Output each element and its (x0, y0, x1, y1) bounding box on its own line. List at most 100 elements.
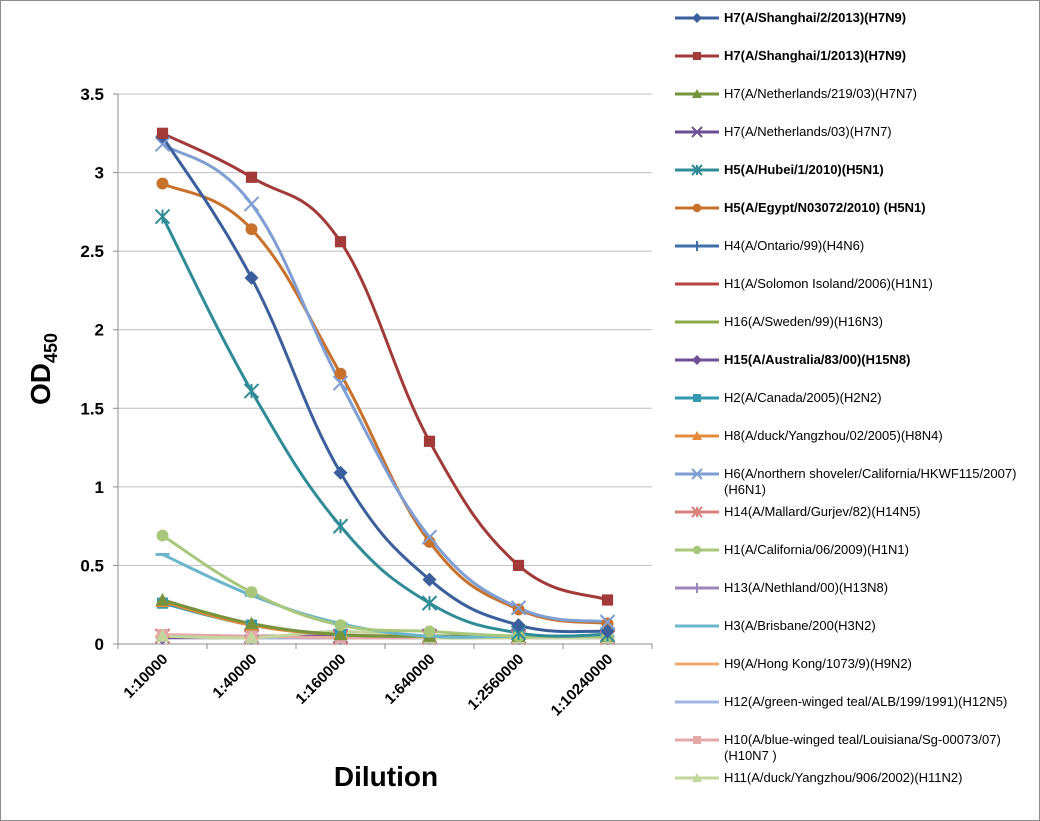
data-point (334, 619, 347, 632)
legend-swatch (675, 506, 719, 518)
data-point (334, 367, 347, 380)
legend-swatch (675, 394, 719, 402)
data-point (692, 241, 702, 251)
x-tick-label: 1:2560000 (465, 651, 528, 714)
gridlines (118, 93, 652, 566)
legend-swatch (675, 13, 719, 23)
data-point (510, 600, 527, 616)
data-point (245, 586, 258, 599)
legend-label: H1(A/Solomon Isoland/2006)(H1N1) (724, 276, 933, 291)
legend-label: H7(A/Netherlands/219/03)(H7N7) (724, 86, 917, 101)
data-point (156, 127, 169, 139)
data-point (243, 196, 260, 212)
data-point (511, 618, 526, 633)
legend-swatch (675, 241, 719, 251)
y-tick-label: 0 (95, 635, 104, 654)
legend-label: H7(A/Shanghai/1/2013)(H7N9) (724, 48, 907, 63)
data-point (693, 394, 701, 402)
data-point (600, 624, 615, 639)
legend-swatch (675, 126, 719, 138)
data-point (421, 595, 438, 611)
legend-label: H15(A/Australia/83/00)(H15N8) (724, 352, 911, 367)
legend-swatch (675, 431, 719, 440)
legend-label: H13(A/Nethland/00)(H13N8) (724, 580, 889, 595)
data-point (334, 236, 347, 248)
data-point (691, 164, 703, 176)
legend-label: H1(A/California/06/2009)(H1N1) (724, 542, 909, 557)
data-point (155, 552, 170, 556)
y-tick-label: 2.5 (80, 242, 104, 261)
data-point (692, 431, 702, 440)
legend-label: H3(A/Brisbane/200(H3N2) (724, 618, 876, 633)
data-point (244, 630, 259, 644)
legend-label: H2(A/Canada/2005)(H2N2) (724, 390, 882, 405)
x-axis-title: Dilution (334, 761, 438, 792)
legend-swatch (675, 662, 719, 666)
legend-swatch (675, 355, 719, 365)
data-point (154, 208, 171, 225)
data-point (512, 559, 525, 572)
y-tick-label: 1.5 (80, 399, 104, 418)
data-point (691, 468, 703, 480)
axes (113, 93, 653, 649)
data-point (692, 203, 702, 213)
legend-label: H10(A/blue-winged teal/Louisiana/Sg-0007… (724, 732, 1001, 763)
legend-label: H7(A/Shanghai/2/2013)(H7N9) (724, 10, 907, 25)
data-point (601, 594, 614, 606)
data-point (693, 736, 701, 744)
legend-label: H4(A/Ontario/99)(H4N6) (724, 238, 865, 253)
legend-label: H14(A/Mallard/Gurjev/82)(H14N5) (724, 504, 921, 519)
legend-label: H16(A/Sweden/99)(H16N3) (724, 314, 883, 329)
y-axis-title-subscript: 450 (41, 333, 61, 363)
data-point (156, 177, 169, 190)
legend-swatch (675, 89, 719, 98)
x-tick-label: 1:10000 (120, 651, 171, 702)
y-tick-label: 1 (95, 478, 104, 497)
data-point (692, 773, 702, 782)
y-tick-label: 0.5 (80, 556, 104, 575)
legend-swatch (675, 164, 719, 176)
data-point (599, 614, 616, 630)
series-line (161, 215, 609, 638)
y-axis-title-main: OD (25, 363, 56, 405)
data-point (155, 593, 170, 606)
y-tick-label: 3 (95, 164, 104, 183)
legend-swatch (675, 583, 719, 593)
data-point (244, 270, 259, 285)
data-point (692, 545, 702, 555)
legend-label: H11(A/duck/Yangzhou/906/2002)(H11N2) (724, 770, 963, 785)
x-tick-label: 1:640000 (381, 651, 438, 708)
data-point (692, 355, 702, 365)
legend-swatch (675, 320, 719, 324)
x-tick-label: 1:160000 (292, 651, 349, 708)
legend-label: H7(A/Netherlands/03)(H7N7) (724, 124, 892, 139)
data-point (333, 627, 348, 641)
data-point (692, 624, 702, 628)
data-point (244, 616, 259, 630)
series-line (161, 552, 609, 639)
data-point (691, 126, 703, 138)
data-point (156, 529, 169, 542)
series-lines (161, 131, 609, 640)
legend-label: H8(A/duck/Yangzhou/02/2005)(H8N4) (724, 428, 943, 443)
data-point (155, 629, 170, 642)
data-point (333, 465, 348, 480)
legend-swatch (675, 203, 719, 213)
series-markers (154, 127, 616, 646)
x-tick-label: 1:40000 (209, 651, 260, 702)
legend-label: H12(A/green-winged teal/ALB/199/1991)(H1… (724, 694, 1008, 709)
legend-label: H6(A/northern shoveler/California/HKWF11… (724, 466, 1017, 497)
data-point (245, 171, 258, 183)
data-point (512, 603, 525, 616)
y-axis-title: OD450 (25, 333, 61, 405)
data-point (332, 375, 349, 391)
data-point (332, 518, 349, 534)
series-line (161, 142, 609, 624)
data-point (421, 529, 438, 545)
data-point (245, 223, 258, 236)
data-point (692, 89, 702, 98)
series-line (161, 131, 609, 602)
x-tick-label: 1:10240000 (548, 651, 617, 720)
data-point (601, 617, 614, 630)
